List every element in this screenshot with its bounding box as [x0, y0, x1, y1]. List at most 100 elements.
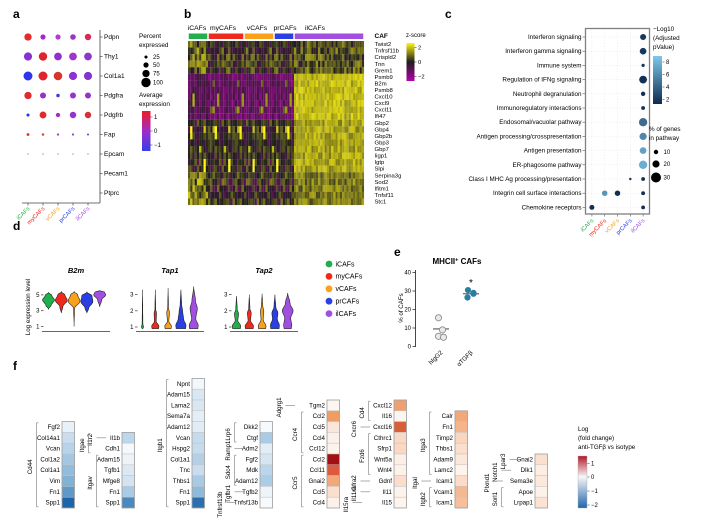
heatmap-cell [194, 47, 197, 55]
heatmap-cell [331, 41, 334, 48]
receptor-label: Cd4 [359, 407, 366, 419]
heatmap-cell [230, 178, 233, 186]
fold-change-cell [191, 496, 205, 509]
ligand-label: Sema7a [167, 413, 191, 420]
heatmap-cell [239, 159, 242, 166]
heatmap-cell [344, 113, 347, 120]
heatmap-cell [361, 73, 365, 81]
heatmap-cell [244, 41, 247, 48]
heatmap-cell [232, 106, 236, 114]
heatmap-cell [318, 172, 321, 179]
heatmap-cell [287, 152, 290, 160]
heatmap-cell [203, 86, 206, 94]
heatmap-cell [287, 145, 290, 153]
heatmap-cell [250, 80, 253, 87]
heatmap-cell [221, 80, 224, 87]
heatmap-cell [269, 106, 272, 114]
heatmap-cell [361, 41, 365, 48]
heatmap-cell [331, 100, 334, 107]
heatmap-cell [335, 172, 338, 179]
heatmap-cell [313, 145, 316, 153]
expression-dot [72, 153, 74, 155]
heatmap-cell [333, 73, 336, 81]
heatmap-cell [313, 80, 316, 87]
heatmap-cell [237, 152, 240, 160]
x-category-label: ilCAFs [630, 218, 646, 234]
heatmap-cell [205, 159, 209, 166]
heatmap-cell [285, 80, 288, 87]
heatmap-cell [287, 93, 290, 101]
heatmap-cell [309, 86, 312, 94]
gene-label: Iigp1 [375, 154, 388, 160]
heatmap-cell [333, 152, 336, 160]
heatmap-cell [274, 100, 277, 107]
heatmap-cell [208, 60, 211, 68]
legend-size-dot [144, 55, 148, 59]
heatmap-cell [329, 119, 332, 127]
heatmap-cell [219, 145, 222, 153]
heatmap-cell [326, 139, 330, 147]
heatmap-cell [248, 139, 251, 147]
ligand-label: Tgfb2 [242, 489, 258, 496]
heatmap-cell [337, 178, 340, 186]
fold-change-cell [326, 496, 340, 509]
x-category-label: prCAFs [58, 206, 76, 224]
heatmap-cell [269, 60, 272, 68]
heatmap-cell [300, 191, 303, 199]
heatmap-cell [212, 159, 215, 166]
heatmap-cell [219, 54, 222, 61]
heatmap-cell [254, 145, 257, 153]
heatmap-cell [291, 47, 295, 55]
fold-change-cell [61, 475, 75, 487]
heatmap-cell [261, 86, 264, 94]
heatmap-cell [335, 165, 338, 173]
heatmap-cell [359, 159, 362, 166]
legend-label: vCAFs [336, 286, 358, 293]
heatmap-cell [205, 132, 209, 140]
heatmap-cell [353, 80, 356, 87]
heatmap-cell [208, 185, 211, 192]
heatmap-cell [329, 198, 332, 206]
heatmap-cell [239, 86, 242, 94]
heatmap-cell [259, 172, 262, 179]
heatmap-cell [201, 113, 204, 120]
heatmap-cell [278, 145, 281, 153]
heatmap-cell [300, 132, 303, 140]
heatmap-cell [348, 54, 351, 61]
heatmap-cell [228, 159, 231, 166]
heatmap-cell [357, 152, 360, 160]
heatmap-cell [337, 80, 340, 87]
heatmap-cell [188, 172, 191, 179]
gene-label: Tnfsf11 [375, 193, 394, 199]
heatmap-cell [223, 86, 227, 94]
fold-change-cell [454, 442, 468, 455]
heatmap-cell [246, 172, 249, 179]
ligand-label: Il16 [382, 413, 393, 420]
heatmap-cell [201, 178, 204, 186]
heatmap-cell [259, 159, 262, 166]
heatmap-cell [315, 86, 319, 94]
heatmap-cell [361, 100, 365, 107]
heatmap-cell [355, 165, 358, 173]
heatmap-cell [221, 119, 224, 127]
heatmap-cell [291, 86, 295, 94]
heatmap-cell [298, 191, 301, 199]
heatmap-cell [361, 152, 365, 160]
heatmap-cell [344, 106, 347, 114]
heatmap-cell [300, 60, 303, 68]
heatmap-cell [230, 93, 233, 101]
heatmap-cell [267, 191, 270, 199]
fold-change-cell [61, 453, 75, 466]
heatmap-cell [194, 126, 197, 133]
heatmap-cell [346, 119, 349, 127]
fold-change-cell [534, 464, 548, 476]
heatmap-cell [337, 191, 340, 199]
heatmap-cell [350, 139, 354, 147]
heatmap-cell [335, 86, 338, 94]
heatmap-cell [217, 47, 220, 55]
heatmap-cell [199, 132, 202, 140]
ligand-label: Timp2 [436, 435, 454, 442]
heatmap-cell [307, 152, 310, 160]
fold-change-cell [259, 486, 273, 498]
heatmap-cell [217, 139, 220, 147]
